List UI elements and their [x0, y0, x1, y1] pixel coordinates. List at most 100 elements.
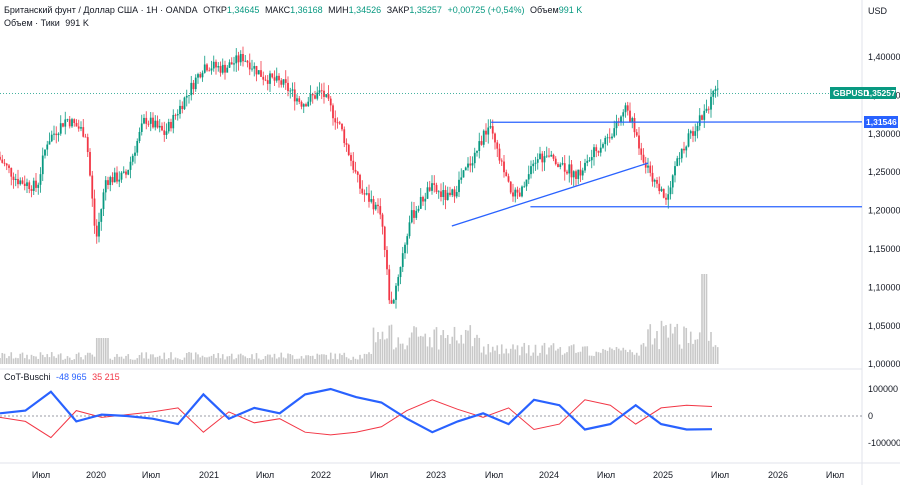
volume-bar [395, 347, 397, 364]
volume-bar [417, 336, 420, 364]
candle-body [206, 64, 208, 71]
volume-bar [104, 338, 107, 364]
volume-bar [548, 347, 550, 364]
volume-bar [419, 335, 422, 364]
candle-body [701, 115, 703, 120]
volume-bar [433, 329, 436, 364]
candle-body [226, 67, 229, 73]
volume-bar [707, 340, 710, 364]
volume-bar [622, 347, 625, 364]
candle-body [158, 125, 161, 128]
candle-body [156, 120, 159, 128]
volume-bar [190, 352, 193, 364]
volume-bar [145, 352, 148, 364]
volume-bar [325, 354, 328, 364]
candle-body [80, 127, 82, 129]
candle-body [3, 162, 6, 164]
candle-body [287, 82, 289, 92]
candle-body [318, 90, 321, 93]
volume-bar [242, 355, 244, 364]
volume-bar [55, 357, 58, 364]
candle-body [451, 189, 454, 196]
volume-bar [671, 333, 674, 364]
volume-bar [437, 349, 440, 364]
volume-bar [354, 358, 357, 364]
candle-body [179, 105, 181, 115]
volume-bar [552, 343, 555, 364]
price-axis-ticks: 1,400001,350001,300001,250001,200001,150… [868, 52, 900, 369]
candle-body [624, 105, 627, 113]
volume-bar [426, 346, 429, 364]
candle-body [534, 162, 537, 164]
candle-body [325, 94, 328, 97]
volume-bar [30, 354, 33, 364]
volume-bar [550, 345, 553, 364]
candle-body [48, 141, 51, 145]
trendline-0[interactable] [451, 162, 649, 227]
volume-bar [208, 356, 211, 364]
volume-bar [251, 354, 253, 364]
volume-bar [631, 352, 634, 364]
volume-bar [53, 356, 55, 364]
volume-bar [77, 352, 80, 364]
volume-bar [89, 352, 91, 364]
volume-bar [302, 358, 305, 364]
candle-body [543, 156, 546, 163]
candle-body [563, 163, 566, 172]
candle-body [75, 122, 78, 127]
symbol-title[interactable]: Британский фунт / Доллар США · 1Н · OAND… [4, 5, 198, 15]
volume-bar [228, 356, 231, 364]
candle-body [170, 121, 172, 129]
time-label: Июл [256, 470, 274, 480]
candle-body [136, 140, 139, 153]
candle-body [293, 89, 296, 102]
candle-body [352, 160, 355, 170]
candle-body [300, 101, 303, 107]
volume-bar [111, 359, 114, 364]
candle-body [199, 74, 202, 78]
candle-body [210, 68, 213, 71]
candle-body [260, 70, 262, 77]
cot-header[interactable]: CoT-Buschi -48 965 35 215 [4, 372, 123, 382]
candle-body [98, 221, 100, 237]
candle-body [415, 210, 418, 218]
volume-bar [530, 355, 532, 364]
volume-bar [626, 352, 629, 364]
trendlines[interactable] [451, 121, 863, 227]
candle-body [494, 133, 496, 143]
price-axis-currency[interactable]: USD [868, 6, 888, 16]
volume-bar [120, 356, 123, 364]
volume-bar [491, 346, 494, 364]
candle-body [154, 120, 157, 128]
volume-bar [356, 359, 359, 364]
candle-body [642, 154, 645, 163]
candle-body [435, 184, 438, 192]
candle-body [183, 97, 186, 110]
candle-body [597, 151, 600, 153]
candle-body [595, 147, 598, 152]
candle-body [408, 222, 411, 237]
volume-indicator-header[interactable]: Объем · Тики 991 K [4, 18, 92, 28]
candle-body [82, 127, 85, 137]
level-label-box [864, 116, 898, 128]
candle-body [104, 180, 107, 193]
volume-bar [611, 348, 613, 364]
time-label: Июл [32, 470, 50, 480]
price-tick: 1,40000 [868, 52, 900, 62]
candle-body [671, 175, 674, 188]
candle-body [568, 164, 571, 174]
candle-body [215, 61, 217, 68]
volume-bar [23, 358, 26, 364]
volume-bar [566, 352, 568, 364]
candle-body [28, 182, 31, 189]
volume-bar [174, 357, 177, 364]
volume-bar [131, 359, 134, 364]
volume-bar [323, 354, 325, 364]
volume-bar [359, 354, 361, 364]
volume-bar [577, 352, 580, 364]
volume-bar [469, 325, 472, 364]
candle-body [644, 162, 647, 168]
candle-body [350, 155, 352, 161]
candle-body [640, 148, 643, 155]
